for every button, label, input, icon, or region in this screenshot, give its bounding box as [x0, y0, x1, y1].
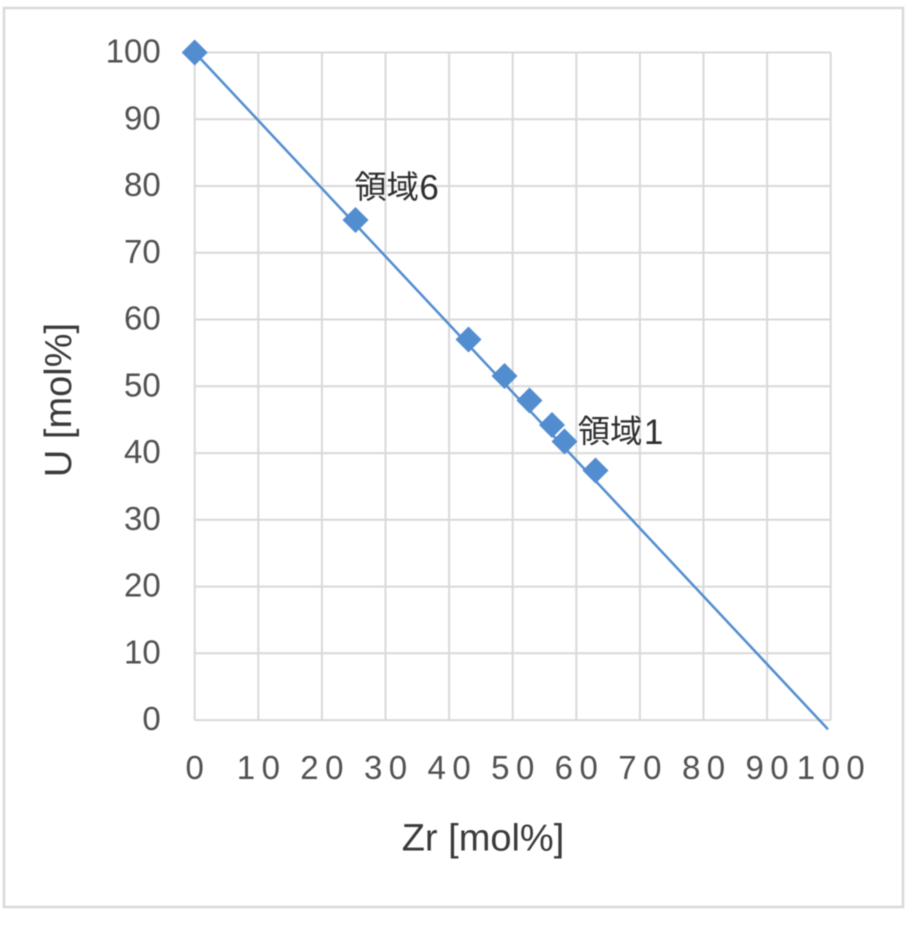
svg-text:90: 90 [124, 99, 161, 136]
svg-text:Zr [mol%]: Zr [mol%] [402, 818, 565, 860]
svg-text:80: 80 [124, 166, 161, 203]
svg-text:30: 30 [364, 749, 414, 786]
svg-text:100: 100 [797, 749, 872, 786]
svg-text:90: 90 [745, 749, 795, 786]
svg-text:6: 6 [419, 169, 438, 208]
svg-text:20: 20 [300, 749, 350, 786]
svg-text:1: 1 [644, 413, 663, 452]
svg-text:50: 50 [124, 366, 161, 403]
svg-text:U [mol%]: U [mol%] [38, 323, 80, 477]
svg-text:50: 50 [491, 749, 541, 786]
svg-text:80: 80 [682, 749, 732, 786]
svg-text:20: 20 [124, 567, 161, 604]
svg-text:40: 40 [428, 749, 478, 786]
svg-text:0: 0 [185, 749, 210, 786]
svg-text:100: 100 [106, 33, 161, 70]
svg-text:30: 30 [124, 500, 161, 537]
svg-text:70: 70 [618, 749, 668, 786]
svg-text:40: 40 [124, 433, 161, 470]
svg-text:10: 10 [237, 749, 287, 786]
svg-text:60: 60 [555, 749, 605, 786]
svg-text:70: 70 [124, 233, 161, 270]
svg-text:60: 60 [124, 300, 161, 337]
svg-text:0: 0 [142, 700, 160, 737]
svg-text:10: 10 [124, 633, 161, 670]
